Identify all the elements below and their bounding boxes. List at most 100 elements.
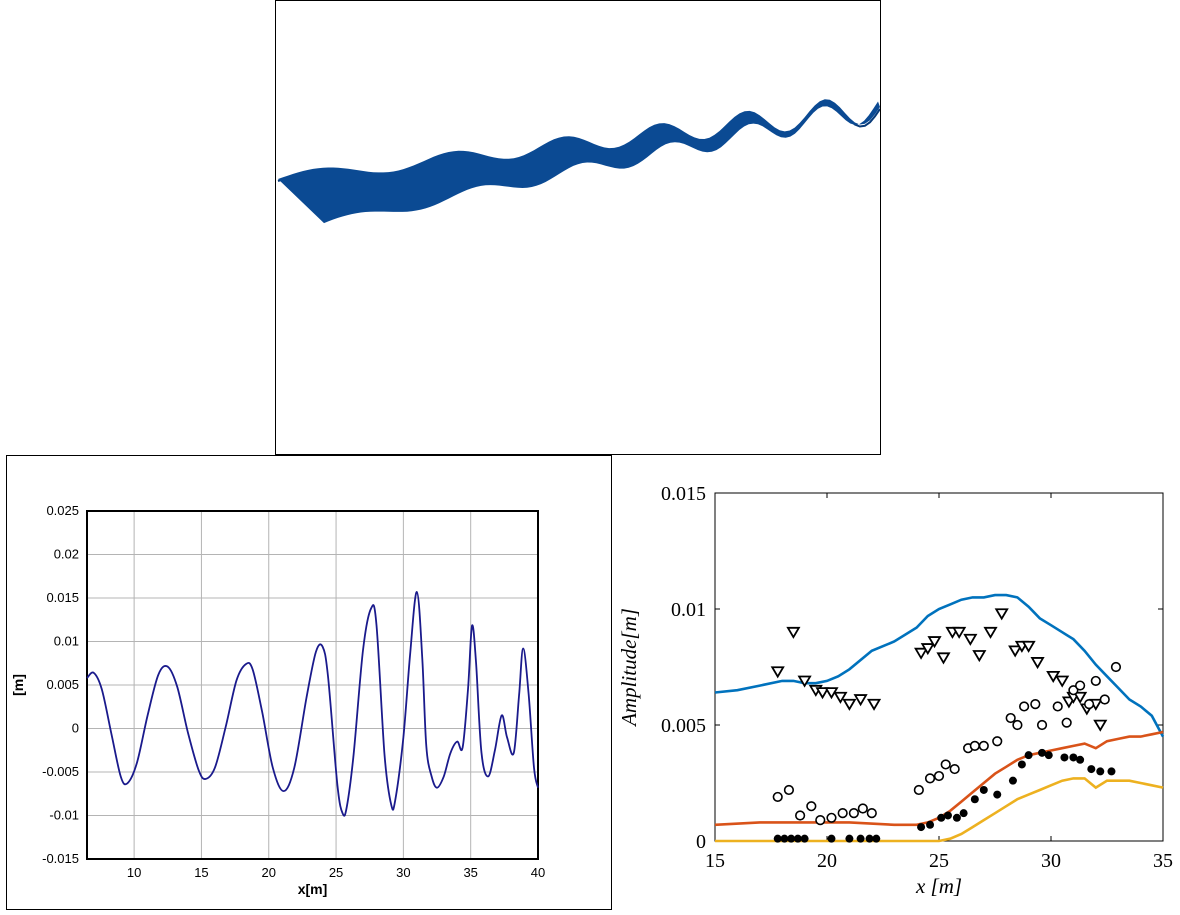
marker-open-circle bbox=[837, 808, 848, 819]
amplitude-y-tick: 0.01 bbox=[671, 599, 706, 621]
marker-triangle bbox=[1030, 657, 1045, 670]
profile-x-tick: 25 bbox=[329, 865, 343, 880]
marker-filled-circle bbox=[1017, 760, 1026, 769]
profile-plot: 10 15 20 25 30 35 40 -0.015 -0.01 -0.005 0 0.005 0.… bbox=[10, 503, 545, 897]
marker-triangle bbox=[797, 675, 812, 688]
marker-triangle bbox=[972, 650, 987, 663]
amplitude-x-tick: 25 bbox=[929, 850, 949, 872]
marker-filled-circle bbox=[793, 834, 802, 843]
amplitude-markers bbox=[770, 608, 1122, 843]
marker-triangle bbox=[983, 626, 998, 639]
amplitude-line-yellow bbox=[715, 777, 1164, 843]
amplitude-x-tick-labels: 15 20 25 30 35 bbox=[705, 850, 1173, 872]
amplitude-y-axis-label: Amplitude[m] bbox=[617, 608, 641, 728]
marker-filled-circle bbox=[845, 834, 854, 843]
profile-y-tick: -0.01 bbox=[49, 808, 79, 823]
marker-filled-circle bbox=[937, 813, 946, 822]
marker-open-circle bbox=[1005, 712, 1016, 724]
profile-y-tick: 0.005 bbox=[46, 677, 79, 692]
marker-filled-circle bbox=[993, 790, 1002, 799]
amplitude-lines bbox=[714, 593, 1165, 843]
marker-filled-circle bbox=[865, 834, 874, 843]
amplitude-chart: 15 20 25 30 35 0 0.005 0.01 0.015 x [m] Amplitu… bbox=[612, 455, 1180, 915]
amplitude-y-tick: 0 bbox=[696, 831, 706, 853]
marker-open-circle bbox=[1110, 661, 1122, 673]
amplitude-x-tick: 20 bbox=[817, 850, 837, 872]
profile-y-tick: 0.025 bbox=[46, 503, 79, 518]
marker-open-circle bbox=[1036, 719, 1048, 731]
marker-open-circle bbox=[1030, 699, 1041, 710]
marker-filled-circle bbox=[1076, 755, 1085, 764]
marker-filled-circle bbox=[780, 834, 789, 843]
marker-filled-circle bbox=[787, 834, 796, 843]
profile-y-tick: 0.02 bbox=[54, 547, 79, 562]
marker-open-circle bbox=[815, 815, 826, 826]
marker-filled-circle bbox=[800, 834, 809, 843]
marker-triangle bbox=[963, 633, 978, 646]
amplitude-x-tick: 35 bbox=[1153, 850, 1173, 872]
marker-open-circle bbox=[1012, 719, 1023, 731]
profile-x-tick: 15 bbox=[194, 865, 208, 880]
profile-y-tick: 0.015 bbox=[46, 590, 79, 605]
marker-open-circle bbox=[1083, 699, 1095, 710]
marker-filled-circle bbox=[1107, 767, 1116, 776]
profile-x-tick: 35 bbox=[463, 865, 477, 880]
marker-open-circle bbox=[857, 803, 868, 814]
marker-filled-circle bbox=[943, 811, 952, 820]
marker-open-circle bbox=[913, 784, 924, 796]
marker-open-circle bbox=[933, 770, 945, 782]
profile-x-tick: 10 bbox=[127, 865, 141, 880]
marker-open-circle bbox=[978, 740, 989, 751]
marker-triangle bbox=[994, 608, 1009, 621]
marker-filled-circle bbox=[872, 834, 881, 843]
marker-triangle bbox=[866, 698, 882, 711]
marker-triangle bbox=[815, 687, 830, 700]
marker-open-circle bbox=[1052, 701, 1063, 712]
marker-triangle bbox=[952, 626, 967, 639]
profile-x-tick: 20 bbox=[262, 865, 276, 880]
marker-open-circle bbox=[940, 759, 951, 770]
marker-filled-circle bbox=[773, 834, 782, 843]
marker-filled-circle bbox=[1060, 753, 1069, 762]
profile-series bbox=[86, 590, 539, 817]
profile-y-tick: 0 bbox=[72, 721, 79, 736]
amplitude-x-tick: 15 bbox=[705, 850, 725, 872]
profile-x-tick: 30 bbox=[396, 865, 410, 880]
marker-open-circle bbox=[806, 801, 817, 812]
marker-open-circle bbox=[1068, 685, 1079, 696]
marker-filled-circle bbox=[1038, 748, 1047, 757]
marker-open-circle bbox=[1099, 694, 1110, 705]
marker-triangle bbox=[1055, 675, 1070, 688]
marker-open-circle bbox=[783, 784, 795, 796]
profile-y-axis-label: [m] bbox=[10, 674, 26, 696]
marker-open-circle bbox=[1075, 680, 1086, 691]
amplitude-x-axis-label: x [m] bbox=[915, 874, 962, 898]
marker-filled-circle bbox=[1008, 776, 1017, 785]
marker-filled-circle bbox=[926, 820, 935, 829]
wave-surface bbox=[278, 99, 880, 224]
surface-profile-chart: 10 15 20 25 30 35 40 -0.015 -0.01 -0.005 0 0.005 0.… bbox=[6, 455, 612, 910]
marker-triangle bbox=[833, 691, 848, 704]
amplitude-x-tick: 30 bbox=[1041, 850, 1061, 872]
marker-triangle bbox=[770, 666, 785, 679]
profile-series-line bbox=[86, 590, 539, 817]
marker-filled-circle bbox=[959, 809, 968, 818]
marker-open-circle bbox=[924, 773, 936, 784]
marker-triangle bbox=[853, 694, 868, 707]
marker-open-circle bbox=[1019, 701, 1030, 712]
marker-open-circle bbox=[795, 810, 806, 821]
marker-filled-circle bbox=[856, 834, 865, 843]
marker-triangle bbox=[1073, 691, 1088, 704]
profile-x-tick-labels: 10 15 20 25 30 35 40 bbox=[127, 865, 545, 880]
marker-filled-circle bbox=[979, 785, 988, 794]
marker-filled-circle bbox=[970, 795, 979, 804]
marker-filled-circle bbox=[952, 813, 961, 822]
marker-open-circle bbox=[969, 740, 980, 751]
amplitude-y-tick: 0.015 bbox=[661, 483, 706, 505]
marker-triangle bbox=[786, 626, 801, 639]
marker-triangle bbox=[936, 652, 951, 665]
marker-open-circle bbox=[866, 808, 877, 819]
marker-filled-circle bbox=[917, 823, 926, 832]
marker-triangle bbox=[927, 636, 942, 649]
amplitude-plot: 15 20 25 30 35 0 0.005 0.01 0.015 x [m] Amplitu… bbox=[617, 483, 1173, 898]
